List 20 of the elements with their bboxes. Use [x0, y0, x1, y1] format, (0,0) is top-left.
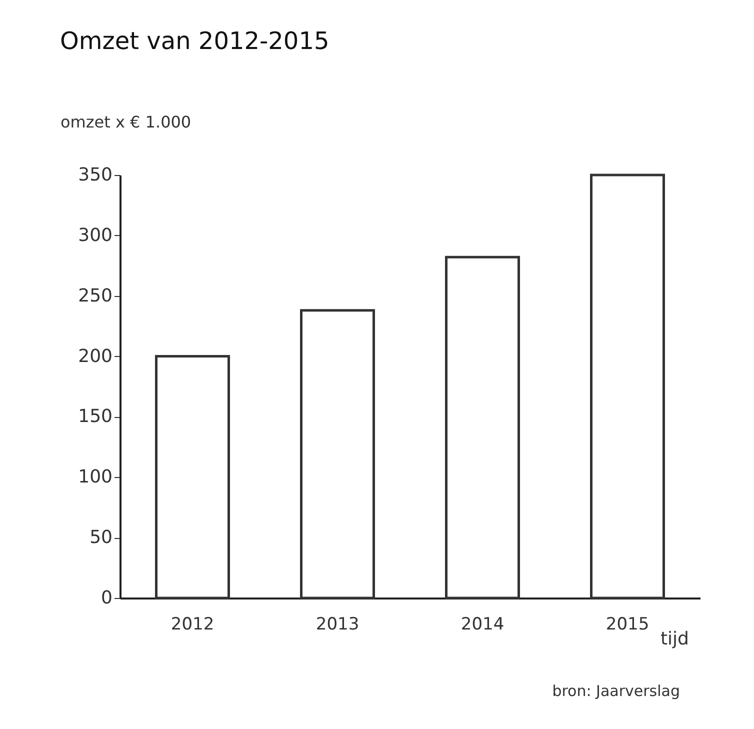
x-tick-label: 2013 — [316, 614, 360, 634]
text: bron: Jaarverslag — [552, 682, 680, 700]
bar — [590, 174, 665, 600]
x-tick-label: 2014 — [460, 614, 504, 634]
y-tick-label: 50 — [90, 527, 112, 548]
y-axis-title: omzet x € 1.000 — [60, 112, 192, 132]
x-axis-title: tijd — [660, 628, 689, 650]
y-tick-label: 350 — [78, 164, 112, 186]
y-tick-label: 150 — [78, 406, 112, 428]
y-tick-label: 250 — [78, 285, 112, 306]
bar — [155, 355, 230, 600]
bar — [445, 256, 520, 600]
bar — [300, 309, 375, 600]
chart-title: Omzet van 2012-2015 — [60, 27, 330, 55]
y-tick-label: 0 — [101, 588, 112, 608]
x-tick-label: 2012 — [170, 614, 214, 634]
y-tick-label: 100 — [78, 466, 112, 488]
y-tick-label: 300 — [78, 224, 112, 246]
y-tick-label: 200 — [78, 346, 112, 367]
x-tick-label: 2015 — [606, 614, 650, 634]
